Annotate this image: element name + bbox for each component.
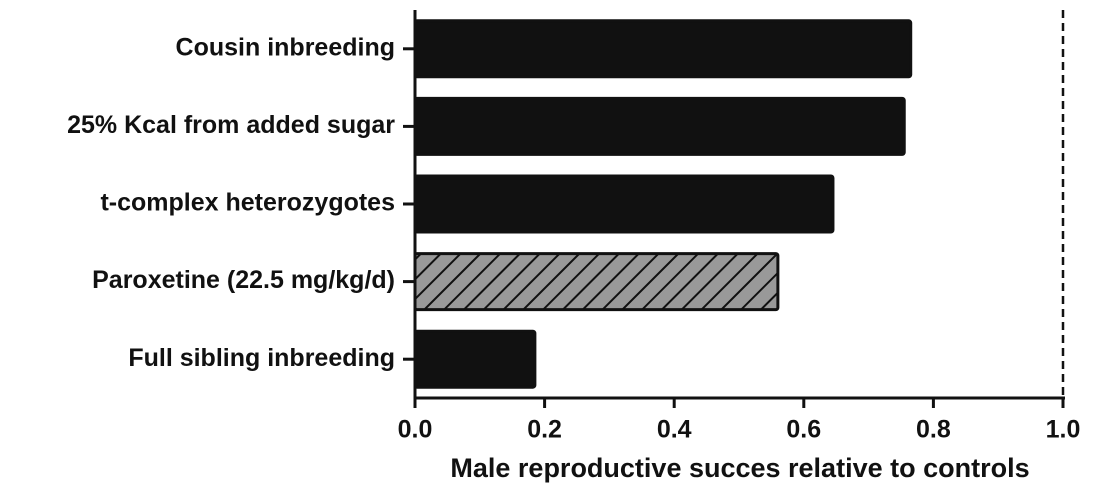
y-tick-label: Paroxetine (22.5 mg/kg/d) <box>92 266 395 294</box>
x-axis-title: Male reproductive succes relative to con… <box>450 453 1029 483</box>
y-tick-label: 25% Kcal from added sugar <box>67 111 395 139</box>
bar <box>413 329 537 389</box>
x-tick-label: 1.0 <box>1046 416 1081 444</box>
y-tick-label: Full sibling inbreeding <box>128 344 395 372</box>
x-tick-label: 0.2 <box>527 416 562 444</box>
bar <box>413 252 780 312</box>
bar <box>413 96 906 156</box>
bar <box>413 174 835 234</box>
x-tick-label: 0.4 <box>657 416 692 444</box>
y-tick-label: t-complex heterozygotes <box>100 189 395 217</box>
x-tick-label: 0.0 <box>398 416 433 444</box>
bar <box>413 19 913 79</box>
x-tick-label: 0.6 <box>786 416 821 444</box>
y-tick-label: Cousin inbreeding <box>176 33 395 61</box>
x-tick-label: 0.8 <box>916 416 951 444</box>
